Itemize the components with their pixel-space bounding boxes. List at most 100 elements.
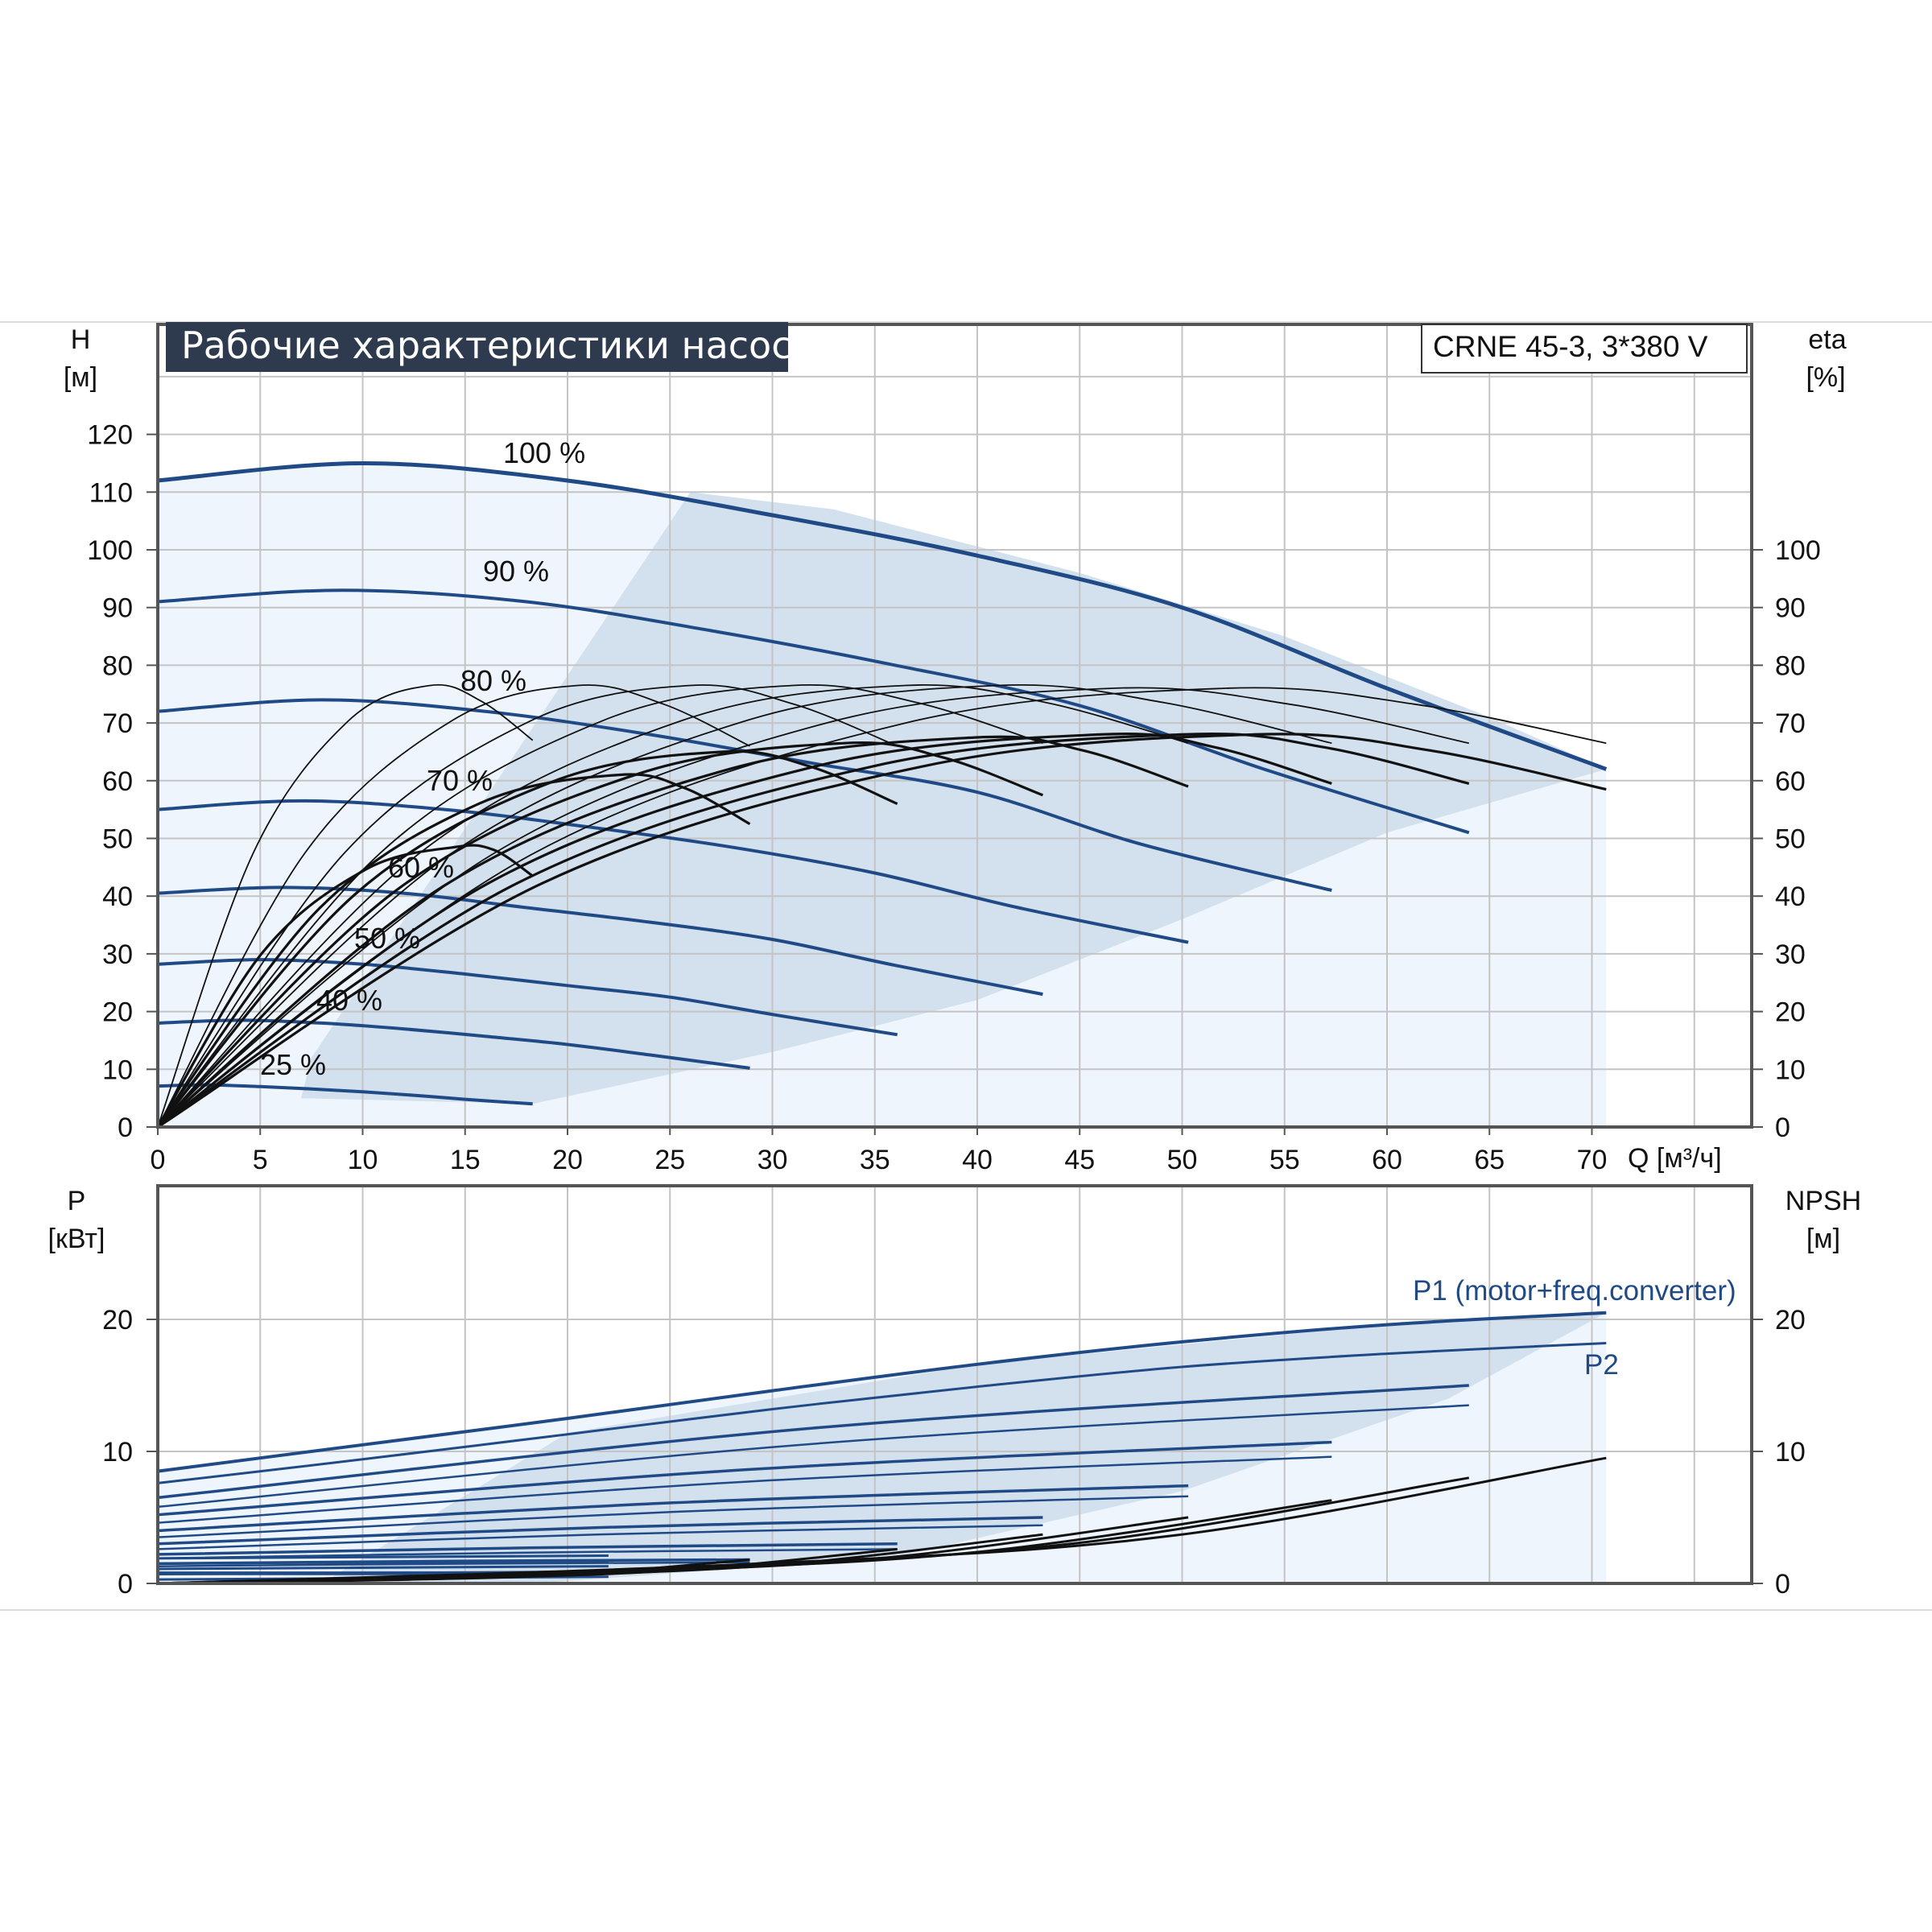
top-tick-labels: 0 5 10 15 20 25 30 35 40 45 50 55 60 65 70 0 10 20 30 40 50 6…	[87, 420, 1820, 1175]
y-tick-label-left: 40	[102, 881, 133, 912]
x-tick-label: 65	[1474, 1145, 1505, 1175]
y-axis-label-eta: eta	[1808, 324, 1846, 355]
y-tick-label-right: 90	[1775, 593, 1806, 624]
y-tick-label-left: 70	[102, 708, 133, 739]
qh-curve	[157, 958, 898, 1037]
eta-curve	[157, 684, 1189, 1128]
top-plot-border	[156, 323, 1753, 1129]
eta-curve	[156, 735, 1189, 1129]
chart-title: Рабочие характеристики насоса	[181, 324, 815, 367]
p1-label: P1 (motor+freq.converter)	[1413, 1275, 1736, 1307]
model-box	[1421, 324, 1748, 374]
power-curve	[157, 1561, 750, 1567]
eta-curve	[157, 683, 534, 1128]
power-curve	[157, 1524, 1043, 1550]
speed-label: 80 %	[460, 664, 526, 697]
power-curve	[157, 1440, 1332, 1517]
x-tick-label: 10	[348, 1145, 378, 1175]
title-box	[166, 322, 788, 372]
qh-curve	[157, 588, 1470, 835]
eta-curve	[157, 684, 898, 1128]
y-tick-label-left: 60	[102, 766, 133, 797]
y-tick-label-left: 120	[87, 420, 133, 451]
speed-label: 100 %	[503, 436, 585, 469]
y-axis-label-h: H	[71, 324, 91, 355]
qh-curves: 100 %90 %80 %70 %60 %50 %40 %25 %	[157, 436, 1608, 1106]
x-tick-label: 25	[654, 1145, 685, 1175]
y-tick-label-right: 40	[1775, 881, 1806, 912]
efficiency-curves	[156, 683, 1607, 1129]
x-tick-label: 50	[1167, 1145, 1198, 1175]
qh-curve	[157, 886, 1043, 997]
power-curve	[157, 1455, 1332, 1524]
y-tick-label-right: 70	[1775, 708, 1806, 739]
x-tick-label: 20	[552, 1145, 583, 1175]
x-tick-label: 0	[151, 1145, 166, 1175]
eta-curve	[156, 773, 751, 1128]
eta-curve	[156, 741, 1043, 1129]
x-tick-label: 30	[758, 1145, 788, 1175]
power-curve	[157, 1311, 1607, 1473]
y-axis-unit-npsh: [м]	[1806, 1224, 1840, 1254]
x-tick-label: 40	[962, 1145, 993, 1175]
eta-curve	[157, 733, 1607, 1129]
y-tick-label-right: 30	[1775, 939, 1806, 970]
speed-label: 25 %	[260, 1048, 326, 1081]
y-axis-unit-p: [кВт]	[48, 1224, 105, 1254]
y-tick-label-right: 60	[1775, 766, 1806, 797]
y-tick-label-left: 20	[102, 997, 133, 1028]
eta-curve	[157, 683, 1332, 1128]
npsh-tick-label-right: 10	[1775, 1437, 1806, 1468]
power-curve	[157, 1342, 1607, 1484]
y-tick-label-left: 110	[89, 477, 133, 508]
x-tick-label: 45	[1064, 1145, 1095, 1175]
qh-curve	[157, 1018, 750, 1070]
y-axis-label-p: P	[68, 1186, 86, 1216]
eta-curve	[157, 732, 1332, 1129]
power-curve	[157, 1404, 1469, 1509]
bottom-grid	[158, 1186, 1752, 1583]
y-tick-label-right: 0	[1775, 1113, 1790, 1143]
bottom-tick-labels: 0 10 20 0 10 20	[102, 1305, 1806, 1600]
power-curve	[157, 1384, 1469, 1500]
y-tick-label-left: 50	[102, 824, 133, 855]
eta-curve	[157, 687, 1469, 1128]
power-curve	[157, 1554, 609, 1560]
p2-label: P2	[1584, 1349, 1619, 1381]
y-axis-unit-eta: [%]	[1806, 362, 1845, 393]
p-tick-label-left: 10	[102, 1437, 133, 1468]
power-curve	[157, 1495, 1189, 1538]
x-tick-label: 5	[253, 1145, 268, 1175]
eta-curve	[157, 684, 750, 1128]
y-axis-label-npsh: NPSH	[1785, 1186, 1861, 1216]
bottom-plot-border	[156, 1184, 1753, 1585]
y-tick-label-right: 10	[1775, 1055, 1806, 1085]
y-tick-label-right: 20	[1775, 997, 1806, 1028]
npsh-tick-label-right: 20	[1775, 1305, 1806, 1335]
x-axis-label-q: Q [м³/ч]	[1628, 1143, 1722, 1174]
qh-curve	[157, 698, 1332, 892]
y-tick-label-left: 90	[102, 593, 133, 624]
power-curve	[157, 1484, 1189, 1533]
power-curve	[157, 1516, 1043, 1546]
y-axis-unit-h: [м]	[64, 362, 97, 393]
x-tick-label: 15	[450, 1145, 481, 1175]
y-tick-label-left: 30	[102, 939, 133, 970]
x-tick-label: 55	[1269, 1145, 1300, 1175]
y-tick-label-right: 50	[1775, 824, 1806, 855]
y-tick-label-left: 10	[102, 1055, 133, 1085]
model-label: CRNE 45-3, 3*380 V	[1433, 330, 1708, 363]
power-curve	[157, 1542, 898, 1556]
power-curve	[157, 1565, 609, 1571]
p-tick-label-left: 0	[118, 1569, 133, 1600]
speed-label: 90 %	[483, 555, 549, 588]
x-tick-label: 35	[860, 1145, 890, 1175]
x-tick-label: 70	[1577, 1145, 1608, 1175]
y-tick-label-left: 0	[118, 1113, 133, 1143]
y-tick-label-right: 80	[1775, 650, 1806, 681]
x-tick-label: 60	[1372, 1145, 1402, 1175]
eta-curve	[156, 749, 898, 1129]
y-tick-label-left: 100	[87, 535, 133, 566]
y-tick-label-left: 80	[102, 650, 133, 681]
